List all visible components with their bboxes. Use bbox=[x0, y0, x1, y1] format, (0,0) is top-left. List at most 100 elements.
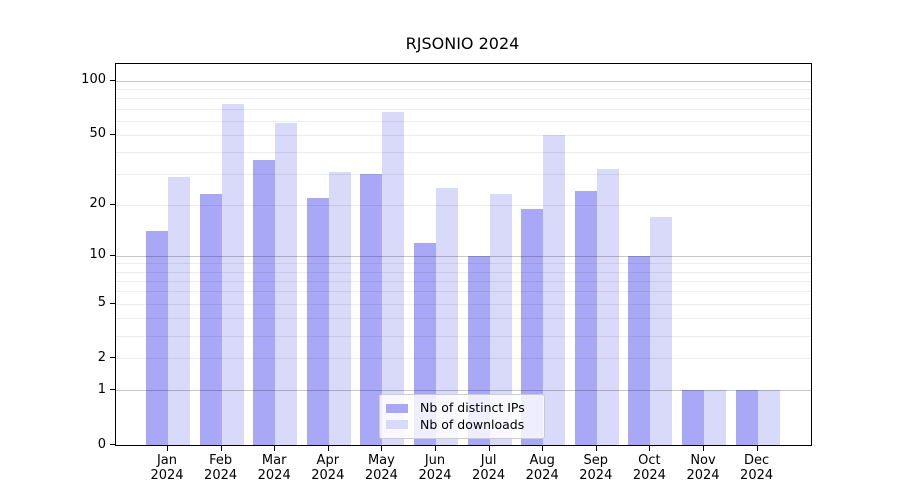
y-tick-mark bbox=[110, 133, 115, 135]
bar-ips bbox=[146, 231, 168, 445]
y-tick-mark bbox=[110, 203, 115, 205]
x-tick-label: Dec 2024 bbox=[729, 453, 785, 483]
x-tick-label: Jul 2024 bbox=[461, 453, 517, 483]
legend-item: Nb of distinct IPs bbox=[386, 400, 538, 416]
legend: Nb of distinct IPs Nb of downloads bbox=[379, 394, 545, 439]
bar-downloads bbox=[543, 134, 566, 445]
gridline-major bbox=[116, 390, 811, 392]
gridline-minor bbox=[116, 98, 811, 100]
x-tick-month: May bbox=[367, 453, 395, 468]
y-tick-label: 20 bbox=[89, 196, 106, 212]
x-tick-month: Aug bbox=[529, 453, 555, 468]
gridline-minor bbox=[116, 134, 811, 136]
x-tick-month: Jan bbox=[156, 453, 178, 468]
y-tick-mark bbox=[110, 254, 115, 256]
x-tick-year: 2024 bbox=[257, 468, 291, 483]
x-tick-mark bbox=[274, 446, 276, 451]
gridline-minor bbox=[116, 318, 811, 319]
legend-item: Nb of downloads bbox=[386, 417, 538, 433]
bar-downloads bbox=[489, 194, 512, 445]
bar-downloads bbox=[382, 112, 405, 445]
gridline-minor bbox=[116, 89, 811, 91]
plot-area: Nb of distinct IPs Nb of downloads bbox=[115, 63, 812, 446]
gridline-minor bbox=[116, 280, 811, 282]
x-tick-mark bbox=[381, 446, 383, 451]
bar-downloads bbox=[596, 169, 619, 445]
y-tick-mark bbox=[110, 444, 115, 445]
x-tick-label: Nov 2024 bbox=[675, 453, 731, 483]
y-tick-label: 10 bbox=[89, 247, 106, 263]
y-tick-label: 5 bbox=[97, 295, 106, 311]
bar-ips bbox=[682, 390, 704, 445]
x-tick-label: Mar 2024 bbox=[246, 453, 302, 483]
bar-downloads bbox=[168, 176, 190, 445]
legend-swatch bbox=[386, 420, 408, 430]
x-tick-month: Mar bbox=[261, 453, 287, 468]
bar-ips bbox=[253, 160, 276, 445]
x-tick-label: Aug 2024 bbox=[514, 453, 570, 483]
y-tick-label: 1 bbox=[97, 381, 106, 397]
x-tick-month: Sep bbox=[583, 453, 609, 468]
gridline-major bbox=[116, 80, 811, 82]
bar-ips bbox=[306, 197, 329, 445]
x-tick-mark bbox=[542, 446, 544, 451]
x-tick-year: 2024 bbox=[204, 468, 238, 483]
x-tick-year: 2024 bbox=[472, 468, 506, 483]
x-tick-label: Sep 2024 bbox=[568, 453, 624, 483]
gridline-minor bbox=[116, 271, 811, 273]
bar-ips bbox=[735, 390, 758, 445]
gridline-minor bbox=[116, 303, 811, 305]
x-tick-label: Feb 2024 bbox=[193, 453, 249, 483]
legend-label: Nb of downloads bbox=[420, 416, 525, 432]
x-tick-label: Jun 2024 bbox=[407, 453, 463, 483]
x-tick-month: Oct bbox=[638, 453, 661, 468]
x-tick-label: Oct 2024 bbox=[621, 453, 677, 483]
legend-label: Nb of distinct IPs bbox=[420, 400, 525, 416]
bar-downloads bbox=[221, 104, 244, 445]
y-tick-mark bbox=[110, 357, 115, 359]
x-tick-month: Nov bbox=[690, 453, 716, 468]
gridline-minor bbox=[116, 108, 811, 110]
bar-downloads bbox=[275, 123, 298, 445]
legend-swatch bbox=[386, 403, 408, 413]
gridline-minor bbox=[116, 204, 811, 206]
bar-downloads bbox=[650, 216, 673, 445]
gridline-minor bbox=[116, 358, 811, 360]
x-tick-mark bbox=[649, 446, 651, 451]
x-tick-year: 2024 bbox=[525, 468, 559, 483]
bar-ips bbox=[628, 255, 651, 445]
x-tick-year: 2024 bbox=[418, 468, 452, 483]
x-tick-month: Jul bbox=[480, 453, 497, 468]
x-tick-label: May 2024 bbox=[353, 453, 409, 483]
x-tick-month: Feb bbox=[209, 453, 233, 468]
x-tick-year: 2024 bbox=[579, 468, 613, 483]
gridline-minor bbox=[116, 263, 811, 265]
x-tick-label: Jan 2024 bbox=[139, 453, 195, 483]
x-tick-mark bbox=[488, 446, 490, 451]
gridline-minor bbox=[116, 291, 811, 293]
x-tick-mark bbox=[167, 446, 168, 451]
gridline-major bbox=[116, 255, 811, 257]
x-tick-year: 2024 bbox=[150, 468, 184, 483]
bar-ips bbox=[574, 191, 597, 445]
x-tick-year: 2024 bbox=[364, 468, 398, 483]
y-tick-mark bbox=[110, 302, 115, 304]
x-tick-year: 2024 bbox=[632, 468, 666, 483]
gridline-minor bbox=[116, 120, 811, 122]
x-tick-mark bbox=[220, 446, 222, 451]
gridline-minor bbox=[116, 174, 811, 175]
x-tick-mark bbox=[327, 446, 329, 451]
x-tick-mark bbox=[756, 446, 758, 451]
x-tick-year: 2024 bbox=[311, 468, 345, 483]
x-tick-mark bbox=[703, 446, 704, 451]
x-tick-month: Dec bbox=[744, 453, 770, 468]
bar-downloads bbox=[328, 171, 351, 445]
x-tick-month: Apr bbox=[316, 453, 340, 468]
y-tick-label: 0 bbox=[97, 436, 106, 452]
y-tick-label: 100 bbox=[81, 72, 106, 88]
x-tick-label: Apr 2024 bbox=[300, 453, 356, 483]
y-tick-mark bbox=[110, 79, 115, 81]
bar-ips bbox=[199, 194, 222, 445]
y-tick-label: 50 bbox=[89, 126, 106, 142]
